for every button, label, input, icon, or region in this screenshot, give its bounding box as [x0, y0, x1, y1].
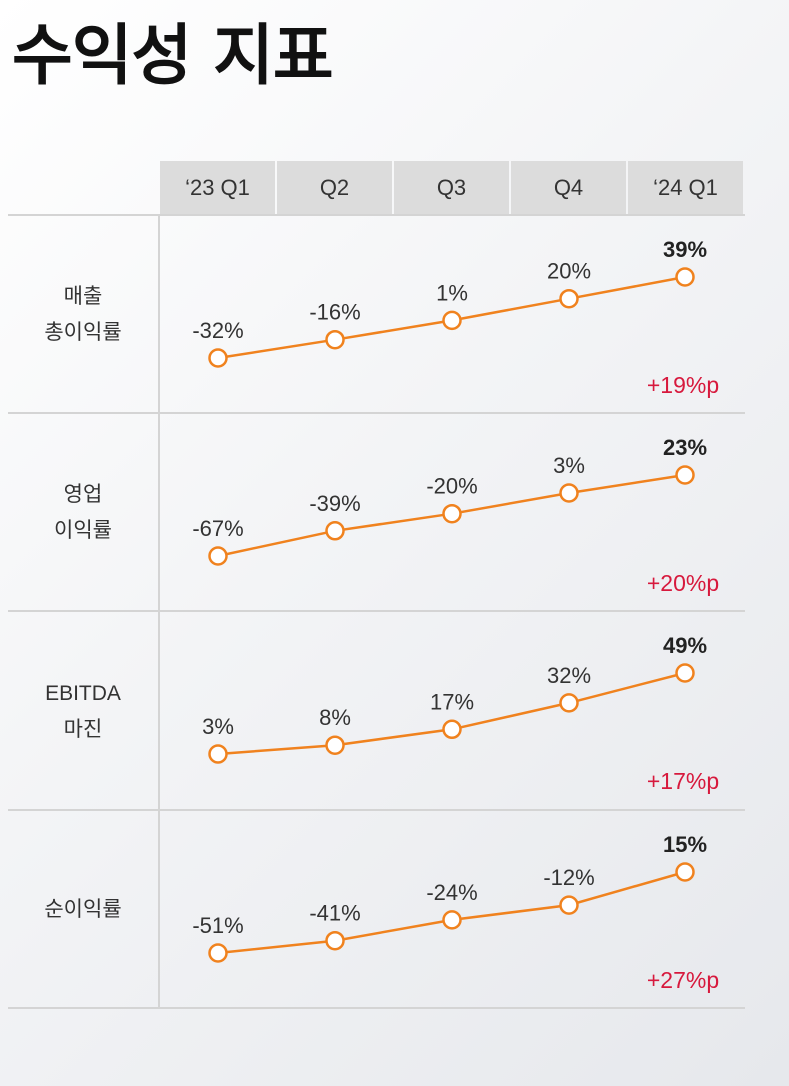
- divider: [8, 1007, 745, 1009]
- data-label: -24%: [426, 880, 477, 905]
- row-label-line: 순이익률: [44, 898, 122, 921]
- delta-label: +20%p: [647, 570, 719, 596]
- row-label-line: EBITDA: [45, 682, 121, 705]
- data-label: 3%: [553, 453, 585, 478]
- delta-label: +17%p: [647, 768, 719, 794]
- data-point: [675, 267, 695, 287]
- row-label-line: 이익률: [54, 519, 112, 542]
- page-title: 수익성 지표: [12, 17, 334, 94]
- data-point: [675, 465, 695, 485]
- data-label: 17%: [430, 689, 474, 714]
- data-label: 3%: [202, 714, 234, 739]
- header-q2: Q2: [277, 161, 392, 215]
- data-label: -20%: [426, 474, 477, 499]
- delta-label: +19%p: [647, 372, 719, 398]
- divider: [8, 610, 745, 612]
- delta-label: +27%p: [647, 967, 719, 993]
- data-label: -67%: [192, 516, 243, 541]
- data-label: 8%: [319, 705, 351, 730]
- divider: [8, 809, 745, 811]
- data-point: [325, 930, 345, 951]
- data-label: -12%: [543, 865, 594, 890]
- data-label: 15%: [663, 832, 707, 857]
- header-q4: Q4: [511, 161, 626, 215]
- data-label: 49%: [663, 633, 707, 658]
- data-point: [442, 503, 462, 524]
- data-point: [675, 862, 695, 882]
- row-label-line: 마진: [63, 718, 103, 741]
- data-point: [442, 910, 462, 930]
- data-label: 1%: [436, 280, 468, 305]
- data-point: [559, 483, 579, 503]
- row-label-gross-margin: 매출 총이익률: [8, 279, 158, 351]
- data-point: [442, 310, 462, 331]
- data-point: [208, 546, 228, 566]
- row-label-line: 영업: [63, 483, 103, 506]
- data-label: 39%: [663, 237, 707, 262]
- data-label: 23%: [663, 435, 707, 460]
- data-label: 32%: [547, 663, 591, 688]
- data-point: [208, 744, 228, 764]
- data-point: [208, 348, 228, 368]
- divider: [8, 412, 745, 414]
- header-q1-2024: ‘24 Q1: [628, 161, 743, 215]
- data-label: -51%: [192, 913, 243, 938]
- row-label-line: 총이익률: [44, 321, 122, 344]
- row-label-line: 매출: [63, 285, 103, 308]
- data-point: [208, 943, 228, 963]
- data-point: [325, 329, 345, 350]
- data-point: [442, 719, 462, 740]
- data-label: 20%: [547, 259, 591, 284]
- data-label: -16%: [309, 300, 360, 325]
- row-label-ebitda-margin: EBITDA 마진: [8, 676, 158, 748]
- header-q3: Q3: [394, 161, 509, 215]
- data-label: -32%: [192, 318, 243, 343]
- data-point: [325, 735, 345, 755]
- row-label-operating-margin: 영업 이익률: [8, 477, 158, 549]
- data-point: [559, 693, 579, 713]
- column-divider: [158, 215, 160, 1008]
- data-point: [325, 521, 345, 541]
- header-q1-2023: ‘23 Q1: [160, 161, 275, 215]
- data-label: -39%: [309, 491, 360, 516]
- data-point: [559, 288, 579, 309]
- data-point: [559, 895, 579, 915]
- data-point: [675, 663, 695, 683]
- divider: [8, 214, 745, 216]
- row-label-net-margin: 순이익률: [8, 892, 158, 928]
- data-label: -41%: [309, 901, 360, 926]
